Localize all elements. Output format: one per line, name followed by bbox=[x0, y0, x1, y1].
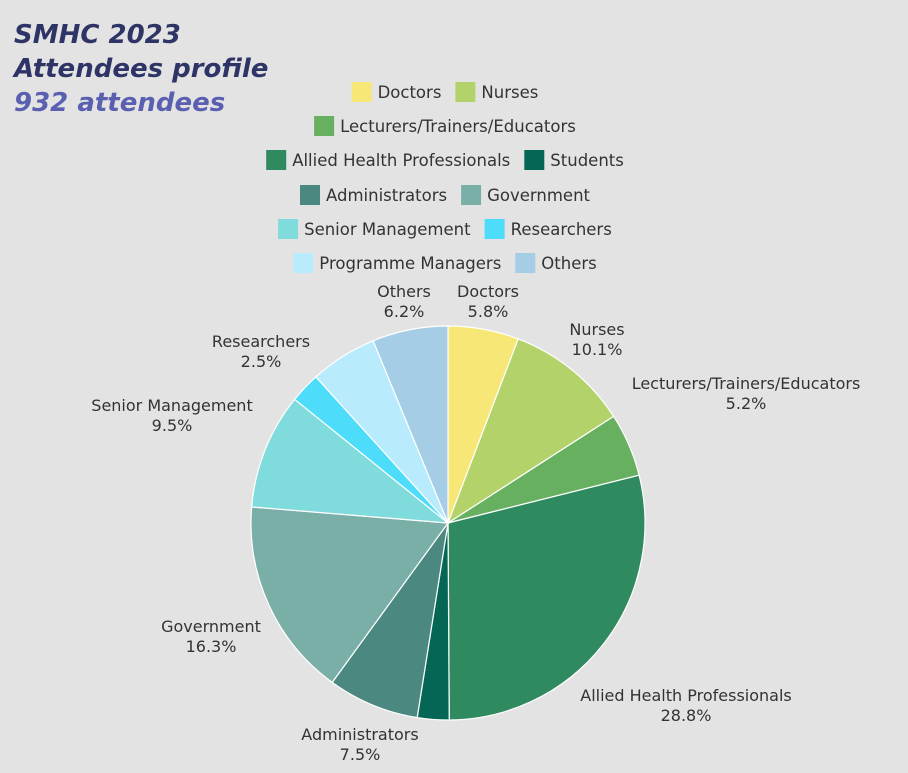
data-label-name: Nurses bbox=[569, 320, 624, 339]
data-label-value: 6.2% bbox=[384, 302, 425, 321]
legend-swatch bbox=[300, 185, 320, 205]
legend: Doctors Nurses Lecturers/Trainers/Educator… bbox=[266, 82, 624, 273]
legend-item-allied-health-professionals: Allied Health Professionals bbox=[266, 150, 510, 170]
data-label-name: Researchers bbox=[212, 332, 310, 351]
slice-nurses bbox=[446, 338, 615, 525]
subtitle: 932 attendees bbox=[14, 88, 226, 118]
legend-label: Researchers bbox=[511, 220, 612, 239]
data-label-name: Government bbox=[161, 617, 261, 636]
legend-item-senior-management: Senior Management bbox=[278, 219, 471, 239]
data-label-value: 28.8% bbox=[661, 706, 712, 725]
slice-others bbox=[372, 325, 449, 524]
slice-government bbox=[250, 506, 450, 684]
data-label-value: 10.1% bbox=[572, 340, 623, 359]
title-line-1: SMHC 2023 bbox=[14, 20, 181, 50]
legend-swatch bbox=[314, 116, 335, 136]
legend-item-researchers: Researchers bbox=[484, 219, 612, 239]
legend-label: Government bbox=[487, 186, 590, 205]
legend-item-nurses: Nurses bbox=[455, 82, 538, 102]
legend-label: Allied Health Professionals bbox=[292, 151, 510, 170]
legend-label: Others bbox=[541, 254, 596, 273]
data-label-value: 2.5% bbox=[241, 352, 282, 371]
data-label-name: Senior Management bbox=[91, 396, 252, 415]
legend-swatch bbox=[461, 185, 482, 205]
legend-item-programme-managers: Programme Managers bbox=[293, 253, 501, 273]
legend-item-doctors: Doctors bbox=[351, 82, 442, 102]
data-label-name: Others bbox=[377, 282, 431, 301]
title-line-2: Attendees profile bbox=[14, 54, 269, 84]
legend-item-government: Government bbox=[461, 185, 591, 205]
data-label-value: 16.3% bbox=[186, 637, 237, 656]
legend-label: Administrators bbox=[326, 186, 447, 205]
legend-swatch bbox=[515, 253, 536, 273]
legend-label: Nurses bbox=[481, 83, 538, 102]
slice-senior-management bbox=[251, 398, 450, 524]
legend-label: Programme Managers bbox=[319, 254, 501, 273]
legend-label: Senior Management bbox=[304, 220, 471, 239]
legend-swatch bbox=[351, 82, 372, 102]
slice-allied-health-professionals bbox=[447, 474, 646, 721]
data-label-name: Doctors bbox=[457, 282, 519, 301]
legend-swatch bbox=[293, 253, 314, 273]
data-label-value: 7.5% bbox=[340, 745, 381, 764]
legend-label: Doctors bbox=[378, 83, 442, 102]
data-label-value: 5.2% bbox=[726, 394, 767, 413]
data-label-name: Allied Health Professionals bbox=[580, 686, 791, 705]
legend-swatch bbox=[278, 219, 299, 239]
data-label-value: 9.5% bbox=[152, 416, 193, 435]
chart-title: SMHC 2023 Attendees profile 932 attendee… bbox=[14, 18, 268, 120]
legend-item-lecturers-trainers-educators: Lecturers/Trainers/Educators bbox=[314, 116, 576, 136]
legend-item-students: Students bbox=[524, 150, 624, 170]
data-label-value: 5.8% bbox=[468, 302, 509, 321]
legend-label: Students bbox=[550, 151, 624, 170]
legend-swatch bbox=[266, 150, 287, 170]
legend-swatch bbox=[455, 82, 476, 102]
data-label-name: Administrators bbox=[301, 725, 418, 744]
legend-swatch bbox=[524, 150, 545, 170]
legend-label: Lecturers/Trainers/Educators bbox=[340, 117, 576, 136]
legend-item-administrators: Administrators bbox=[300, 185, 447, 205]
data-label-name: Lecturers/Trainers/Educators bbox=[632, 374, 861, 393]
legend-swatch bbox=[484, 219, 505, 239]
pie-slices bbox=[250, 325, 646, 721]
slice-labels: Doctors5.8%Nurses10.1%Lecturers/Trainers… bbox=[91, 282, 860, 764]
legend-item-others: Others bbox=[515, 253, 597, 273]
